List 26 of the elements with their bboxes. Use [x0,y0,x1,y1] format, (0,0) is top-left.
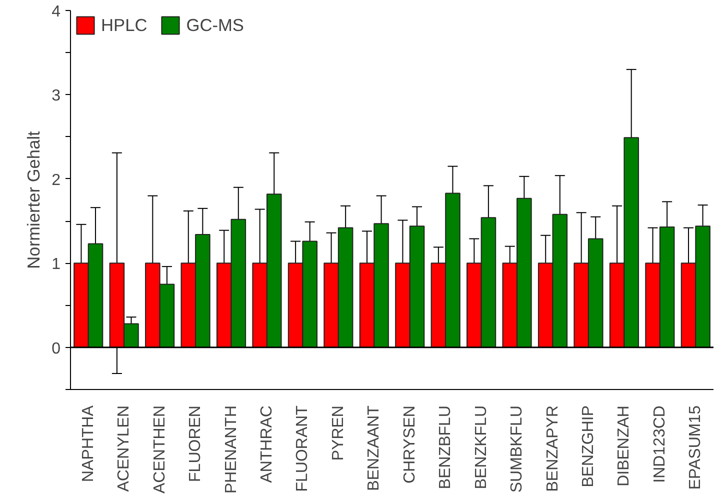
y-tick-label: 3 [52,88,61,105]
x-tick-label: SUMBKFLU [508,406,526,493]
x-tick-label: PHENANTH [222,405,240,494]
x-tick-label: CHRYSEN [401,405,418,484]
x-tick-label: FLUORANT [294,405,312,492]
y-axis-title: Normierter Gehalt [24,130,44,269]
x-tick-label: ACENYLEN [116,406,133,492]
x-tick-label: IND123CD [651,406,668,483]
legend-label: GC-MS [186,14,244,36]
x-tick-label: BENZBFLU [437,405,454,490]
x-tick-label: DIBENZAH [616,405,633,486]
x-tick-label: ANTHRAC [258,405,276,483]
legend-label: HPLC [101,14,148,36]
y-tick-label: 4 [52,4,61,20]
x-tick-label: FLUOREN [187,406,204,482]
x-tick-label: BENZKFLU [472,405,490,490]
x-tick-label: PYREN [330,406,347,461]
y-tick-label: 0 [52,340,61,358]
x-tick-label: ACENTHEN [151,405,168,494]
x-tick-label: BENZGHIP [580,405,597,488]
y-tick-label: 1 [52,256,61,274]
x-tick-label: BENZAANT [366,405,383,491]
y-tick-label: 2 [52,172,61,189]
x-tick-label: NAPHTHA [80,405,97,482]
x-tick-label: BENZAPYR [544,405,562,492]
x-tick-label: EPASUM15 [687,405,704,490]
